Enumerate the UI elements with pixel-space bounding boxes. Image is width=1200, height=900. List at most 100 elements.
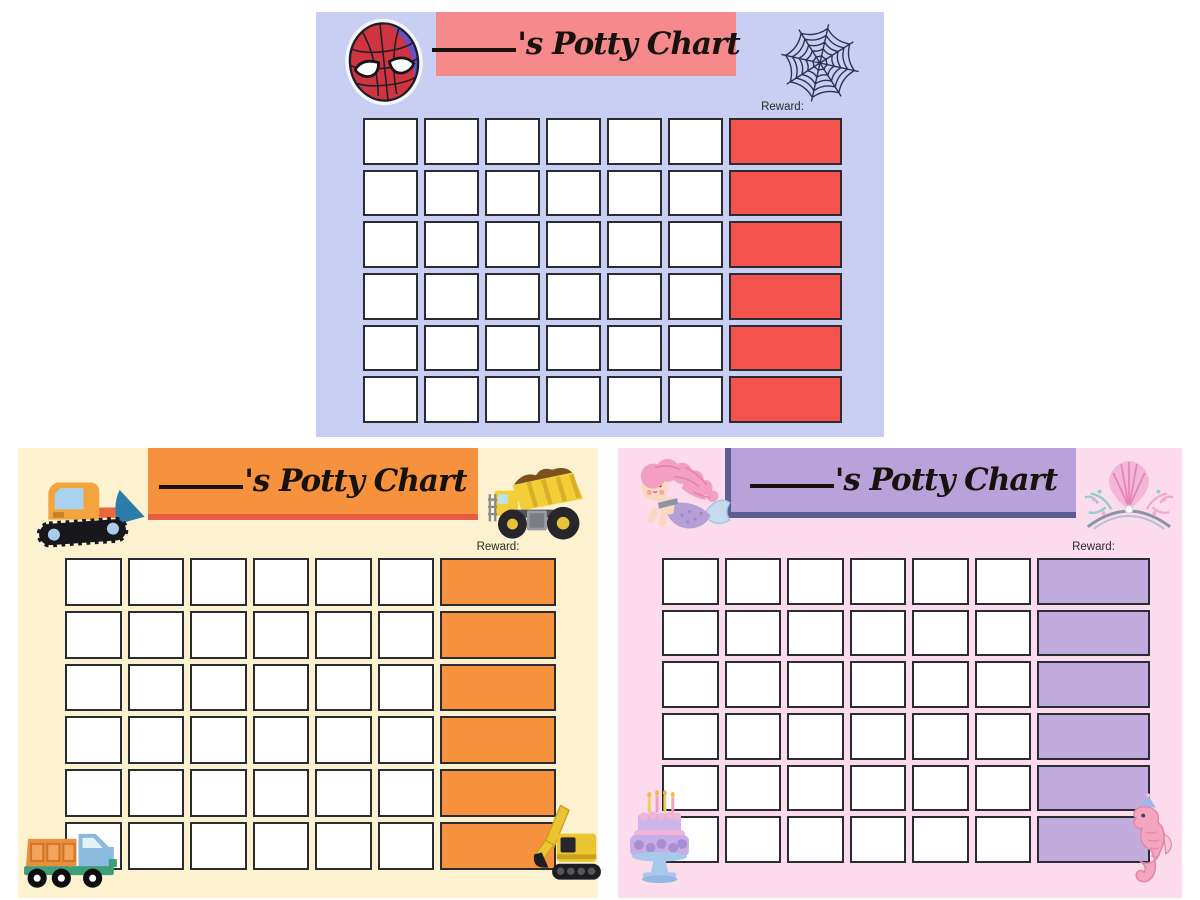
day-cell[interactable]: [315, 769, 372, 818]
reward-cell[interactable]: [729, 221, 842, 268]
day-cell[interactable]: [485, 169, 540, 217]
day-cell[interactable]: [127, 610, 184, 659]
day-cell[interactable]: [912, 713, 969, 760]
day-cell[interactable]: [546, 273, 601, 320]
day-cell[interactable]: [127, 822, 184, 870]
day-cell[interactable]: [252, 610, 309, 659]
day-cell[interactable]: [912, 661, 969, 708]
day-cell[interactable]: [363, 118, 418, 165]
day-cell[interactable]: [662, 558, 719, 605]
day-cell[interactable]: [546, 169, 601, 217]
day-cell[interactable]: [377, 610, 434, 659]
day-cell[interactable]: [974, 661, 1031, 708]
reward-cell[interactable]: [1037, 764, 1150, 812]
day-cell[interactable]: [724, 764, 781, 812]
day-cell[interactable]: [315, 822, 372, 870]
day-cell[interactable]: [65, 663, 122, 712]
day-cell[interactable]: [377, 716, 434, 765]
day-cell[interactable]: [363, 376, 418, 423]
day-cell[interactable]: [252, 822, 309, 870]
day-cell[interactable]: [668, 273, 723, 320]
day-cell[interactable]: [65, 610, 122, 659]
day-cell[interactable]: [662, 609, 719, 657]
day-cell[interactable]: [849, 661, 906, 708]
day-cell[interactable]: [485, 273, 540, 320]
reward-cell[interactable]: [729, 169, 842, 217]
day-cell[interactable]: [127, 558, 184, 606]
day-cell[interactable]: [662, 661, 719, 708]
day-cell[interactable]: [724, 609, 781, 657]
day-cell[interactable]: [127, 663, 184, 712]
day-cell[interactable]: [315, 558, 372, 606]
reward-cell[interactable]: [1037, 713, 1150, 760]
reward-cell[interactable]: [440, 610, 556, 659]
day-cell[interactable]: [668, 324, 723, 372]
day-cell[interactable]: [546, 324, 601, 372]
day-cell[interactable]: [485, 118, 540, 165]
day-cell[interactable]: [607, 376, 662, 423]
day-cell[interactable]: [363, 273, 418, 320]
day-cell[interactable]: [252, 769, 309, 818]
reward-cell[interactable]: [729, 273, 842, 320]
day-cell[interactable]: [127, 716, 184, 765]
day-cell[interactable]: [974, 609, 1031, 657]
reward-cell[interactable]: [440, 716, 556, 765]
day-cell[interactable]: [787, 609, 844, 657]
day-cell[interactable]: [190, 558, 247, 606]
day-cell[interactable]: [607, 324, 662, 372]
day-cell[interactable]: [424, 169, 479, 217]
reward-cell[interactable]: [729, 324, 842, 372]
reward-cell[interactable]: [440, 558, 556, 606]
day-cell[interactable]: [315, 663, 372, 712]
day-cell[interactable]: [424, 324, 479, 372]
day-cell[interactable]: [787, 764, 844, 812]
day-cell[interactable]: [363, 221, 418, 268]
day-cell[interactable]: [252, 663, 309, 712]
day-cell[interactable]: [974, 713, 1031, 760]
day-cell[interactable]: [363, 324, 418, 372]
reward-cell[interactable]: [1037, 558, 1150, 605]
day-cell[interactable]: [485, 376, 540, 423]
day-cell[interactable]: [607, 169, 662, 217]
day-cell[interactable]: [724, 661, 781, 708]
day-cell[interactable]: [424, 221, 479, 268]
day-cell[interactable]: [607, 221, 662, 268]
day-cell[interactable]: [65, 769, 122, 818]
day-cell[interactable]: [912, 816, 969, 863]
day-cell[interactable]: [377, 822, 434, 870]
day-cell[interactable]: [974, 764, 1031, 812]
reward-cell[interactable]: [1037, 661, 1150, 708]
day-cell[interactable]: [190, 769, 247, 818]
day-cell[interactable]: [849, 713, 906, 760]
day-cell[interactable]: [424, 273, 479, 320]
day-cell[interactable]: [127, 769, 184, 818]
reward-cell[interactable]: [1037, 816, 1150, 863]
reward-cell[interactable]: [440, 769, 556, 818]
day-cell[interactable]: [546, 376, 601, 423]
reward-cell[interactable]: [729, 118, 842, 165]
day-cell[interactable]: [668, 169, 723, 217]
reward-cell[interactable]: [1037, 609, 1150, 657]
day-cell[interactable]: [485, 324, 540, 372]
day-cell[interactable]: [668, 118, 723, 165]
day-cell[interactable]: [724, 713, 781, 760]
day-cell[interactable]: [787, 558, 844, 605]
day-cell[interactable]: [377, 558, 434, 606]
day-cell[interactable]: [787, 713, 844, 760]
day-cell[interactable]: [607, 118, 662, 165]
day-cell[interactable]: [724, 558, 781, 605]
day-cell[interactable]: [668, 221, 723, 268]
day-cell[interactable]: [787, 661, 844, 708]
day-cell[interactable]: [849, 558, 906, 605]
day-cell[interactable]: [849, 764, 906, 812]
day-cell[interactable]: [315, 610, 372, 659]
day-cell[interactable]: [849, 816, 906, 863]
day-cell[interactable]: [190, 716, 247, 765]
day-cell[interactable]: [849, 609, 906, 657]
reward-cell[interactable]: [729, 376, 842, 423]
day-cell[interactable]: [190, 663, 247, 712]
day-cell[interactable]: [912, 609, 969, 657]
day-cell[interactable]: [65, 558, 122, 606]
day-cell[interactable]: [668, 376, 723, 423]
day-cell[interactable]: [787, 816, 844, 863]
